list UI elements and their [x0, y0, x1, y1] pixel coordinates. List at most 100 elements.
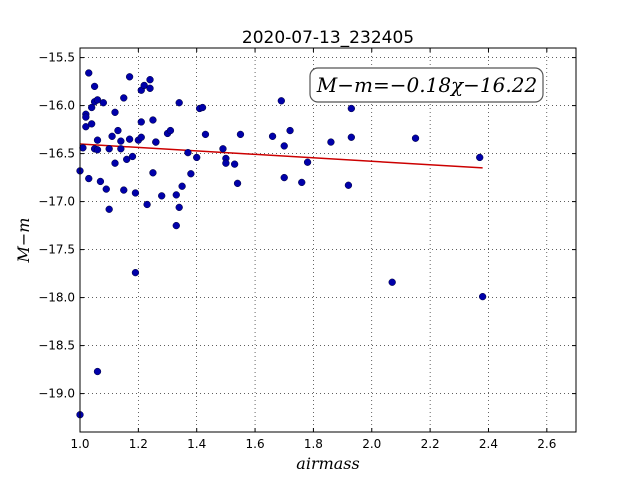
data-point — [230, 160, 239, 168]
data-point — [236, 130, 245, 139]
x-tick-labels: 1.0 1.2 1.4 1.6 1.8 2.0 2.2 2.4 2.6 — [70, 437, 556, 451]
plot-area — [80, 48, 576, 432]
data-point — [411, 134, 420, 142]
data-point — [93, 96, 102, 104]
data-point — [85, 69, 93, 77]
plot-frame — [79, 47, 577, 433]
data-point — [125, 73, 134, 81]
data-point — [131, 189, 140, 197]
data-point — [280, 142, 288, 150]
data-point — [90, 82, 99, 91]
axis-ticks — [79, 48, 576, 432]
data-point — [268, 132, 277, 140]
y-axis-label: M−m — [14, 218, 33, 264]
y-tick-label: −19.0 — [38, 387, 75, 401]
data-point — [93, 136, 102, 144]
y-tick-label: −16.0 — [38, 99, 75, 113]
data-point — [277, 97, 285, 105]
data-point — [388, 278, 396, 286]
data-point — [125, 135, 134, 143]
data-point — [120, 94, 128, 102]
data-point — [158, 192, 166, 200]
data-point — [79, 144, 87, 152]
data-point — [286, 126, 294, 135]
x-tick-label: 1.4 — [187, 437, 206, 451]
y-tick-label: −17.5 — [38, 243, 75, 257]
annotation-formula: M−m=−0.18χ−16.22 — [316, 73, 537, 97]
data-point — [85, 174, 93, 183]
x-tick-label: 2.2 — [421, 437, 440, 451]
y-tick-label: −18.0 — [38, 291, 75, 305]
annotation-box — [309, 67, 544, 103]
data-point — [327, 138, 335, 146]
data-point — [233, 179, 242, 188]
data-point — [222, 159, 230, 167]
data-point — [149, 169, 157, 177]
data-point — [123, 155, 131, 164]
data-point — [143, 200, 151, 209]
data-point — [105, 205, 113, 213]
x-tick-label: 2.6 — [537, 437, 556, 451]
data-point — [88, 103, 96, 112]
x-tick-label: 1.8 — [304, 437, 323, 451]
data-point — [166, 126, 175, 135]
y-tick-label: −18.5 — [38, 339, 75, 353]
data-point — [152, 138, 160, 146]
data-point — [201, 130, 210, 139]
data-points — [76, 69, 487, 419]
y-tick-label: −16.5 — [38, 147, 75, 161]
y-tick-label: −15.5 — [38, 51, 75, 65]
data-point — [111, 159, 119, 167]
y-tick-label: −17.0 — [38, 195, 75, 209]
data-point — [114, 126, 122, 135]
data-point — [175, 99, 183, 107]
data-point — [198, 103, 207, 112]
data-point — [172, 221, 180, 230]
data-point — [178, 182, 186, 190]
data-point — [478, 292, 487, 301]
data-point — [347, 104, 355, 113]
fit-line-group — [79, 143, 483, 169]
data-point — [137, 133, 145, 141]
data-point — [82, 123, 90, 131]
data-point — [82, 113, 90, 121]
data-point — [105, 145, 113, 153]
data-point — [93, 367, 102, 376]
data-point — [476, 153, 484, 162]
data-point — [280, 173, 288, 182]
data-point — [146, 76, 154, 84]
data-point — [131, 268, 140, 277]
grid-lines — [79, 48, 576, 432]
data-point — [146, 84, 154, 92]
x-axis-label: airmass — [296, 454, 359, 473]
data-point — [88, 120, 96, 128]
data-point — [117, 145, 125, 153]
data-point — [102, 185, 110, 193]
data-point — [128, 152, 137, 161]
x-tick-label: 1.2 — [129, 437, 148, 451]
x-tick-label: 1.6 — [246, 437, 265, 451]
fit-line — [79, 143, 483, 169]
data-point — [172, 191, 180, 199]
x-tick-label: 1.0 — [70, 437, 89, 451]
chart-title: 2020-07-13_232405 — [242, 28, 414, 48]
data-point — [93, 146, 102, 154]
data-point — [96, 177, 105, 186]
data-point — [99, 99, 107, 107]
data-point — [117, 137, 125, 145]
data-point — [344, 181, 353, 189]
data-point — [108, 132, 116, 140]
data-point — [303, 158, 312, 166]
x-tick-label: 2.4 — [479, 437, 498, 451]
data-point — [298, 178, 306, 187]
data-point — [149, 116, 157, 124]
data-point — [140, 81, 148, 90]
data-point — [347, 133, 355, 141]
data-point — [111, 108, 119, 116]
data-point — [184, 148, 192, 157]
fit-annotation: M−m=−0.18χ−16.22 — [309, 67, 544, 103]
x-tick-label: 2.0 — [362, 437, 381, 451]
data-point — [137, 118, 145, 126]
data-point — [187, 170, 195, 178]
